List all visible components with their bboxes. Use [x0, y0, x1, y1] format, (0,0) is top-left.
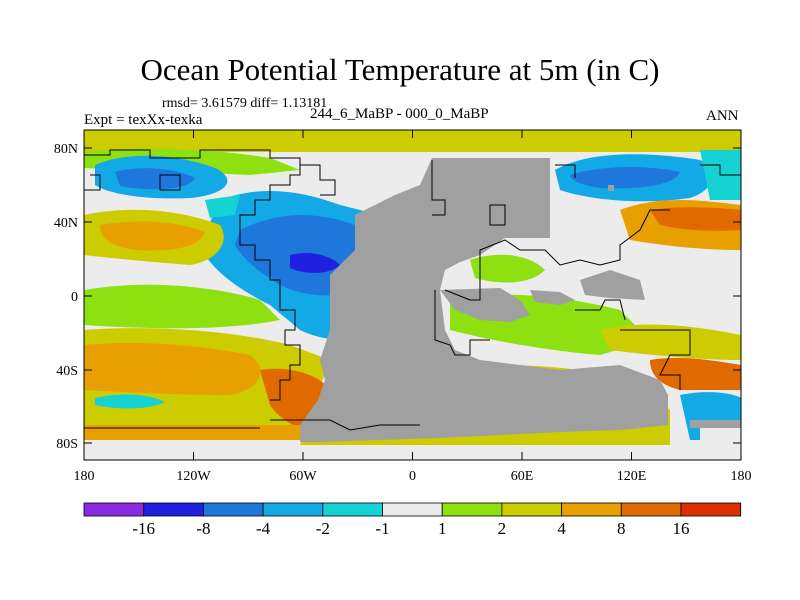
lon-tick-label: 0 [409, 469, 416, 484]
colorbar-swatch [441, 502, 503, 517]
colorbar-label: 16 [673, 519, 690, 538]
colorbar-swatch [262, 502, 324, 517]
colorbar-swatch [382, 502, 443, 517]
season-label: ANN [706, 108, 739, 124]
lon-tick-label: 120W [176, 469, 211, 484]
lon-tick-label: 60E [511, 469, 534, 484]
plot-title: Ocean Potential Temperature at 5m (in C) [140, 52, 660, 87]
land-mask [300, 158, 741, 442]
colorbar-swatch [680, 502, 742, 517]
latitude-axis: 80N 40N 0 40S 80S [54, 142, 78, 452]
colorbar-labels: -16 -8 -4 -2 -1 1 2 4 8 16 [132, 519, 689, 538]
lat-tick-label: 80N [54, 142, 78, 157]
lon-tick-label: 120E [617, 469, 647, 484]
equatorial-band [84, 284, 280, 329]
colorbar [83, 502, 742, 517]
rmsd-diff-stats: rmsd= 3.61579 diff= 1.13181 [162, 96, 328, 111]
colorbar-label: 4 [557, 519, 566, 538]
colorbar-swatch [143, 502, 204, 517]
colorbar-swatch [561, 502, 622, 517]
colorbar-label: -16 [132, 519, 155, 538]
lon-tick-label: 60W [289, 469, 317, 484]
paleo-coastlines [84, 149, 741, 431]
temperature-difference-field [84, 130, 741, 460]
longitude-axis: 180 120W 60W 0 60E 120E 180 [74, 469, 752, 484]
lat-tick-label: 80S [56, 437, 78, 452]
colorbar-label: -1 [375, 519, 389, 538]
colorbar-swatch [322, 502, 383, 517]
lon-tick-label: 180 [74, 469, 95, 484]
colorbar-label: -4 [256, 519, 271, 538]
colorbar-swatch [620, 502, 682, 517]
colorbar-label: 2 [498, 519, 507, 538]
axis-ticks [83, 130, 742, 460]
lat-tick-label: 40S [56, 364, 78, 379]
experiment-difference-label: 244_6_MaBP - 000_0_MaBP [310, 106, 489, 122]
lon-tick-label: 180 [731, 469, 752, 484]
colorbar-swatch [202, 502, 264, 517]
experiment-label: Expt = texXx-texka [84, 112, 203, 128]
colorbar-label: -8 [196, 519, 210, 538]
colorbar-swatch [83, 502, 145, 517]
colorbar-label: 8 [617, 519, 626, 538]
arctic-band [84, 130, 741, 152]
lat-tick-label: 40N [54, 216, 78, 231]
colorbar-swatch [501, 502, 562, 517]
lat-tick-label: 0 [71, 290, 78, 305]
colorbar-label: -2 [316, 519, 330, 538]
colorbar-label: 1 [438, 519, 447, 538]
